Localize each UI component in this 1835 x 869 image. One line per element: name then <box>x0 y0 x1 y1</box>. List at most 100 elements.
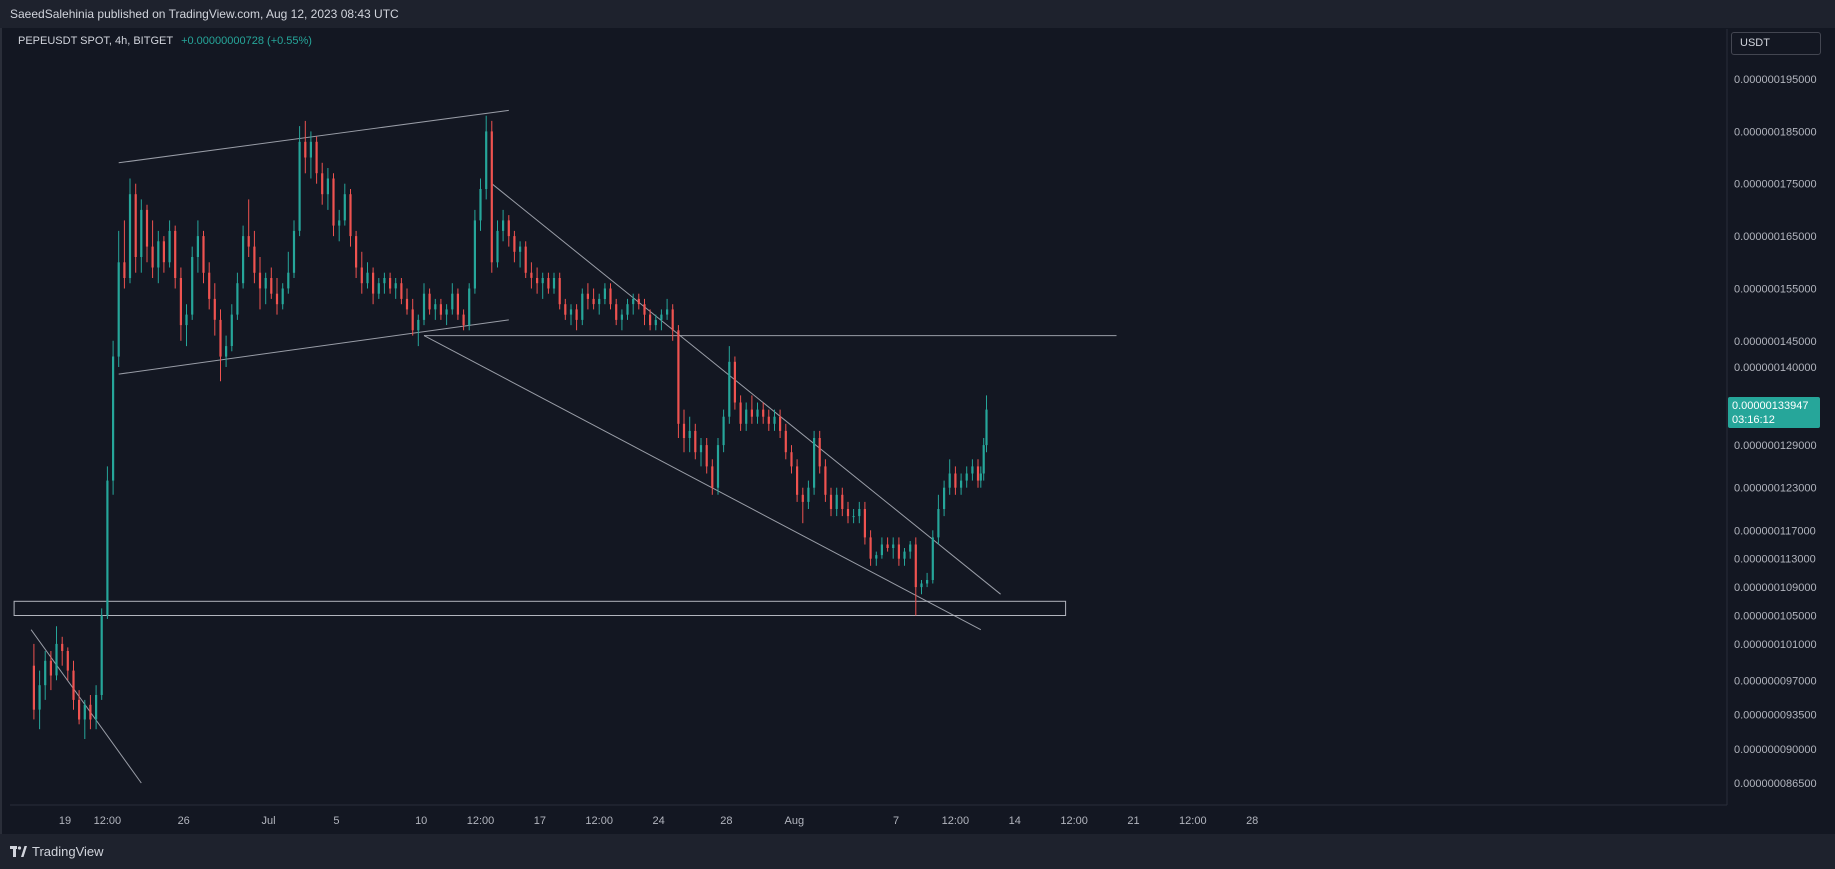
candle-body <box>671 309 674 331</box>
candle-body <box>434 304 437 310</box>
candle-body <box>829 494 833 509</box>
x-tick-label: 5 <box>333 815 339 827</box>
candle-body <box>637 298 640 305</box>
candle-body <box>586 293 589 299</box>
candle <box>976 459 980 488</box>
candle <box>61 636 64 666</box>
candle <box>112 340 115 495</box>
candle <box>722 409 725 453</box>
candle-body <box>931 537 934 580</box>
candle <box>586 283 589 310</box>
y-tick-label: 0.000000101000 <box>1734 639 1817 651</box>
candle-body <box>790 452 793 467</box>
candle-body <box>338 220 341 226</box>
candle <box>914 537 917 616</box>
candle-body <box>321 173 324 195</box>
candle-body <box>162 241 165 263</box>
candle-body <box>536 278 539 284</box>
candle <box>281 283 284 310</box>
time-axis[interactable]: 19 12:00 26 Jul 5 10 12:00 17 12:00 24 28 Aug 7 12:00… <box>10 804 1727 827</box>
candle-body <box>926 580 929 584</box>
candle <box>468 283 471 331</box>
x-tick-label: 28 <box>720 815 732 827</box>
y-tick-label: 0.000000129000 <box>1734 440 1817 452</box>
candle-body <box>451 293 454 310</box>
candle <box>979 466 982 488</box>
candle <box>417 314 420 347</box>
candle <box>230 304 233 352</box>
chart-frame <box>0 28 1835 834</box>
footer: TradingView <box>0 834 1835 869</box>
candle-body <box>643 304 646 315</box>
candle <box>965 466 968 488</box>
candle-body <box>145 209 149 247</box>
candle-body <box>264 278 267 289</box>
candle-body <box>979 473 982 481</box>
candle-body <box>960 480 963 488</box>
candle-body <box>117 262 120 357</box>
candle <box>191 246 194 320</box>
candle <box>779 409 782 438</box>
candle <box>699 438 703 467</box>
candle <box>405 288 409 315</box>
candle-body <box>270 278 273 294</box>
candle-body <box>343 194 346 221</box>
candle-body <box>632 298 635 305</box>
candle <box>558 272 561 310</box>
tradingview-logo-icon <box>10 846 27 857</box>
candle <box>671 304 674 341</box>
candle-body <box>965 473 968 481</box>
candle <box>982 438 985 481</box>
candle-body <box>134 194 137 257</box>
candle <box>106 466 109 619</box>
tradingview-brand[interactable]: TradingView <box>10 844 104 859</box>
candle-body <box>61 643 64 651</box>
x-tick-label: Jul <box>261 815 275 827</box>
y-tick-label: 0.000000105000 <box>1734 611 1817 623</box>
candle-body <box>592 298 595 305</box>
candle-body <box>615 304 618 320</box>
candle <box>343 183 346 226</box>
candle <box>168 220 171 268</box>
candle <box>960 473 963 495</box>
publication-header: SaeedSalehinia published on TradingView.… <box>0 0 1835 28</box>
candle-body <box>909 544 912 552</box>
candle <box>858 501 861 524</box>
candle <box>643 298 646 326</box>
candle-body <box>733 361 736 403</box>
candle-body <box>914 544 917 588</box>
candle-body <box>191 257 194 315</box>
candle <box>287 251 290 294</box>
y-tick-label: 0.000000113000 <box>1734 554 1816 566</box>
candle-body <box>660 314 663 320</box>
candle <box>202 230 205 284</box>
candle <box>688 416 691 453</box>
candle <box>869 530 872 566</box>
candle <box>801 487 804 524</box>
candle-body <box>762 409 765 417</box>
candle <box>824 459 827 502</box>
candle-body <box>688 430 691 438</box>
candle <box>536 267 539 294</box>
candle <box>185 304 188 347</box>
price-axis[interactable]: 0.000000195000 0.000000185000 0.0000001750… <box>1726 29 1817 805</box>
candle <box>292 220 296 278</box>
candle <box>519 241 522 268</box>
currency-button[interactable]: USDT <box>1731 32 1821 55</box>
x-tick-label: 12:00 <box>585 815 613 827</box>
candle-body <box>49 660 52 676</box>
candle-body <box>779 416 782 431</box>
candle <box>44 651 47 700</box>
last-price-value: 0.00000133947 <box>1732 400 1809 412</box>
candle-body <box>682 423 686 438</box>
candle-body <box>179 278 182 326</box>
candle <box>603 283 606 305</box>
candle-body <box>943 487 946 509</box>
candle-body <box>445 309 448 315</box>
candle <box>258 257 262 310</box>
candle <box>569 304 573 326</box>
candle <box>151 220 154 278</box>
candle-body <box>609 288 612 305</box>
candle <box>513 230 516 263</box>
